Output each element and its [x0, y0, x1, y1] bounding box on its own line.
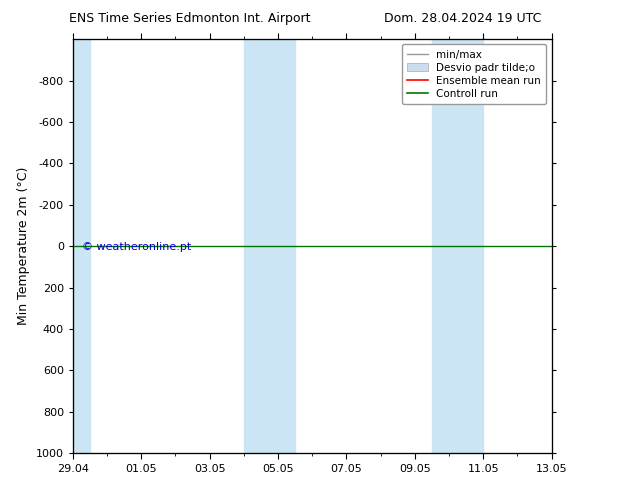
Text: Dom. 28.04.2024 19 UTC: Dom. 28.04.2024 19 UTC — [384, 12, 541, 25]
Bar — [244, 39, 295, 453]
Text: ENS Time Series Edmonton Int. Airport: ENS Time Series Edmonton Int. Airport — [70, 12, 311, 25]
Y-axis label: Min Temperature 2m (°C): Min Temperature 2m (°C) — [17, 167, 30, 325]
Bar — [432, 39, 483, 453]
Legend: min/max, Desvio padr tilde;o, Ensemble mean run, Controll run: min/max, Desvio padr tilde;o, Ensemble m… — [402, 45, 547, 104]
Text: © weatheronline.pt: © weatheronline.pt — [82, 243, 191, 252]
Bar — [73, 39, 90, 453]
